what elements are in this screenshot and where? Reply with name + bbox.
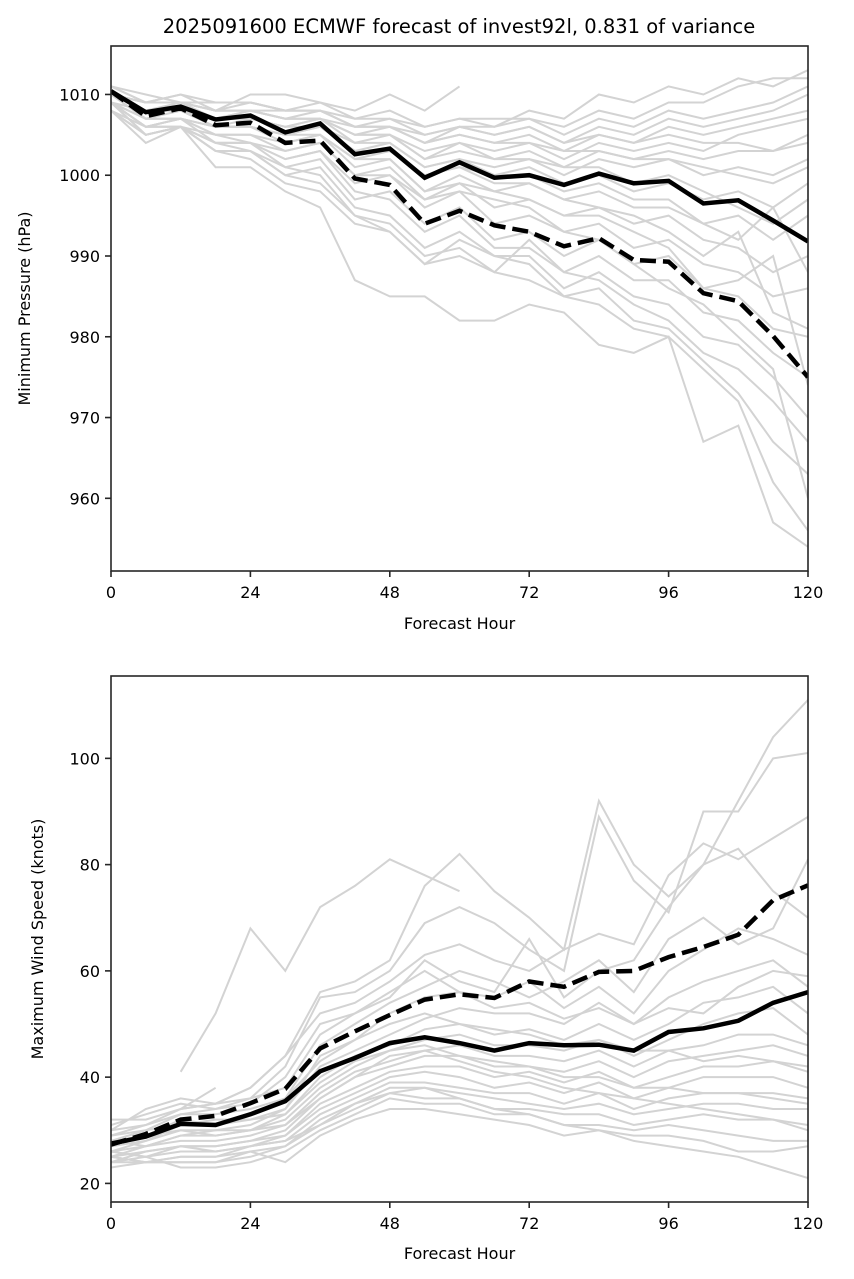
wind-member-line-19 [111, 1108, 808, 1164]
wind-member-line-8 [111, 959, 808, 1148]
wind-member-line-24 [111, 969, 808, 1121]
pressure-member-line-20 [111, 93, 808, 499]
wind-member-line-0 [179, 858, 460, 1073]
pressure-x-tick-label: 48 [380, 583, 400, 602]
pressure-y-tick-label: 1000 [59, 166, 100, 185]
pressure-y-tick-label: 960 [69, 489, 100, 508]
chart-title: 2025091600 ECMWF forecast of invest92l, … [163, 15, 755, 38]
pressure-y-tick-label: 990 [69, 247, 100, 266]
wind-y-axis: 20 40 60 80 100 [69, 749, 111, 1193]
pressure-member-line-26 [111, 93, 808, 153]
pressure-x-axis: 0 24 48 72 96 120 [106, 571, 823, 602]
pressure-member-line-18 [111, 101, 808, 548]
pressure-plot-frame [110, 45, 809, 572]
wind-member-line-20 [111, 1086, 808, 1180]
wind-y-tick-label: 100 [69, 749, 100, 768]
wind-member-line-5 [111, 847, 808, 1142]
pressure-y-tick-label: 1010 [59, 85, 100, 104]
wind-panel: 0 24 48 72 96 120 20 40 60 80 100 Forecast Hour M… [28, 675, 823, 1263]
wind-x-tick-label: 96 [658, 1214, 678, 1233]
wind-x-tick-label: 120 [793, 1214, 824, 1233]
wind-mean-series [111, 883, 808, 1147]
wind-x-tick-label: 0 [106, 1214, 116, 1233]
wind-y-tick-label: 80 [80, 856, 100, 875]
pressure-x-axis-label: Forecast Hour [404, 614, 516, 633]
wind-weighted-mean-line [111, 883, 808, 1147]
wind-member-line-18 [111, 1097, 808, 1169]
wind-member-line-4 [111, 815, 808, 1137]
pressure-x-tick-label: 120 [793, 583, 824, 602]
pressure-member-line-19 [111, 101, 808, 532]
pressure-member-line-17 [111, 101, 808, 475]
wind-member-line-3 [111, 752, 808, 1126]
pressure-member-line-15 [111, 101, 808, 419]
pressure-x-tick-label: 72 [519, 583, 539, 602]
wind-y-tick-label: 20 [80, 1174, 100, 1193]
wind-ensemble-mean-line [111, 989, 808, 1146]
pressure-y-axis: 960 970 980 990 1000 1010 [59, 85, 111, 508]
wind-plot-frame [110, 675, 809, 1203]
pressure-y-tick-label: 970 [69, 409, 100, 428]
pressure-weighted-mean-line [111, 89, 808, 379]
pressure-x-tick-label: 0 [106, 583, 116, 602]
pressure-y-axis-label: Minimum Pressure (hPa) [15, 212, 34, 406]
wind-x-axis-label: Forecast Hour [404, 1244, 516, 1263]
pressure-member-line-22 [111, 93, 808, 330]
pressure-member-line-25 [111, 85, 808, 185]
pressure-y-tick-label: 980 [69, 328, 100, 347]
pressure-ensemble-mean-line [111, 89, 808, 244]
wind-x-axis: 0 24 48 72 96 120 [106, 1202, 823, 1233]
pressure-mean-series [111, 89, 808, 379]
pressure-x-tick-label: 96 [658, 583, 678, 602]
wind-y-axis-label: Maximum Wind Speed (knots) [28, 819, 47, 1060]
wind-x-tick-label: 48 [380, 1214, 400, 1233]
wind-x-tick-label: 24 [240, 1214, 260, 1233]
pressure-ensemble-members [111, 69, 808, 548]
pressure-member-line-16 [111, 109, 808, 443]
pressure-x-tick-label: 24 [240, 583, 260, 602]
wind-member-line-13 [111, 1060, 808, 1164]
wind-x-tick-label: 72 [519, 1214, 539, 1233]
wind-member-line-16 [111, 1086, 808, 1169]
wind-member-line-21 [111, 1049, 808, 1148]
wind-y-tick-label: 60 [80, 962, 100, 981]
pressure-panel: 0 24 48 72 96 120 960 970 980 990 1000 1010 Foreca… [15, 45, 823, 633]
wind-y-tick-label: 40 [80, 1068, 100, 1087]
wind-member-line-15 [111, 1081, 808, 1164]
